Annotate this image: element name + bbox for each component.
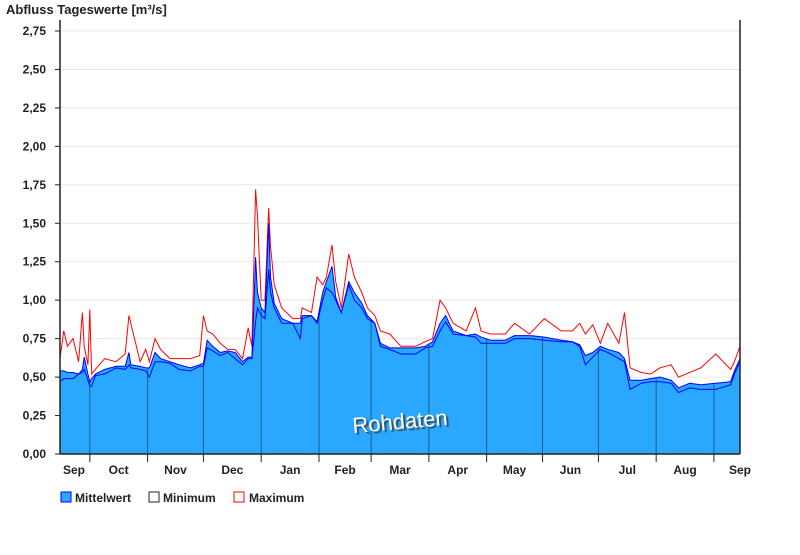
x-tick-label: Jan (280, 463, 301, 477)
y-tick-label: 2,75 (23, 24, 47, 38)
mean-area (60, 223, 740, 454)
x-tick-label: Feb (334, 463, 355, 477)
x-tick-label: Jun (560, 463, 581, 477)
x-tick-label: Jul (619, 463, 636, 477)
legend-label-max: Maximum (249, 491, 304, 505)
x-tick-label: Mar (389, 463, 411, 477)
y-tick-label: 2,50 (23, 62, 47, 76)
legend-swatch-min (148, 491, 160, 503)
x-tick-label: Aug (673, 463, 696, 477)
legend-swatch-mean (60, 491, 72, 503)
y-tick-label: 0,75 (23, 332, 47, 346)
x-tick-label: Sep (729, 463, 751, 477)
legend-label-mean: Mittelwert (75, 491, 131, 505)
mean-line (60, 223, 741, 389)
y-tick-label: 1,25 (23, 255, 47, 269)
axes: 0,00 0,25 0,50 0,75 1,00 1,25 1,50 1,75 2,00 2,25… (23, 20, 751, 477)
x-tick-label: Nov (164, 463, 187, 477)
y-tick-label: 1,50 (23, 216, 47, 230)
x-tick-label: May (503, 463, 527, 477)
legend-label-min: Minimum (163, 491, 216, 505)
x-tick-label: Dec (221, 463, 243, 477)
y-tick-label: 0,00 (23, 447, 47, 461)
max-line (59, 189, 741, 378)
x-tick-label: Sep (63, 463, 85, 477)
legend-swatch-max (233, 491, 245, 503)
plot-area (59, 189, 741, 454)
min-line (59, 269, 741, 394)
y-tick-label: 1,75 (23, 178, 47, 192)
y-tick-label: 1,00 (23, 293, 47, 307)
y-tick-label: 0,50 (23, 370, 47, 384)
legend: Mittelwert Minimum Maximum (60, 491, 304, 505)
y-tick-label: 0,25 (23, 409, 47, 423)
x-tick-label: Apr (447, 463, 468, 477)
chart-title: Abfluss Tageswerte [m³/s] (6, 2, 167, 17)
y-tick-label: 2,25 (23, 101, 47, 115)
x-tick-label: Oct (109, 463, 129, 477)
y-tick-label: 2,00 (23, 139, 47, 153)
